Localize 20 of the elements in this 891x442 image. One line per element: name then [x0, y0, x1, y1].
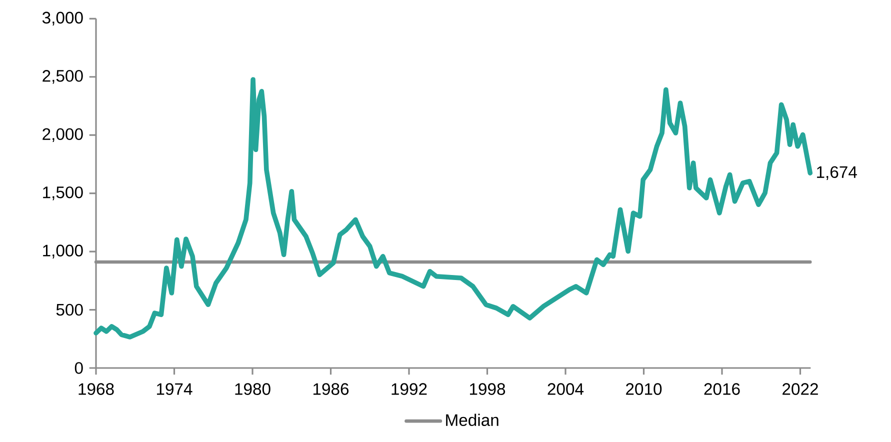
- y-tick-label: 3,000: [42, 12, 83, 26]
- x-tick-label: 2004: [548, 383, 584, 395]
- y-tick-label: 2,000: [42, 128, 83, 142]
- x-tick-label: 2010: [626, 383, 662, 395]
- y-tick-label: 500: [56, 304, 83, 316]
- annotation: 1,674: [817, 166, 857, 180]
- x-tick-label: 1980: [235, 383, 270, 395]
- x-tick-label: 1986: [313, 383, 349, 395]
- x-tick-label: 1992: [392, 383, 427, 395]
- y-tick-label: 1,000: [43, 244, 83, 258]
- line-series: [94, 77, 813, 340]
- x-tick-label: 2022: [782, 383, 818, 395]
- y-tick-label: 1,500: [43, 186, 83, 200]
- x-tick-label: 2016: [704, 383, 740, 395]
- x-tick-label: 1968: [78, 383, 114, 395]
- y-tick-label: 2,500: [42, 70, 83, 84]
- y-tick-label: 0: [74, 362, 83, 374]
- legend-label: Median: [446, 414, 498, 426]
- x-tick-label: 1998: [470, 383, 506, 395]
- x-tick-label: 1974: [156, 383, 192, 395]
